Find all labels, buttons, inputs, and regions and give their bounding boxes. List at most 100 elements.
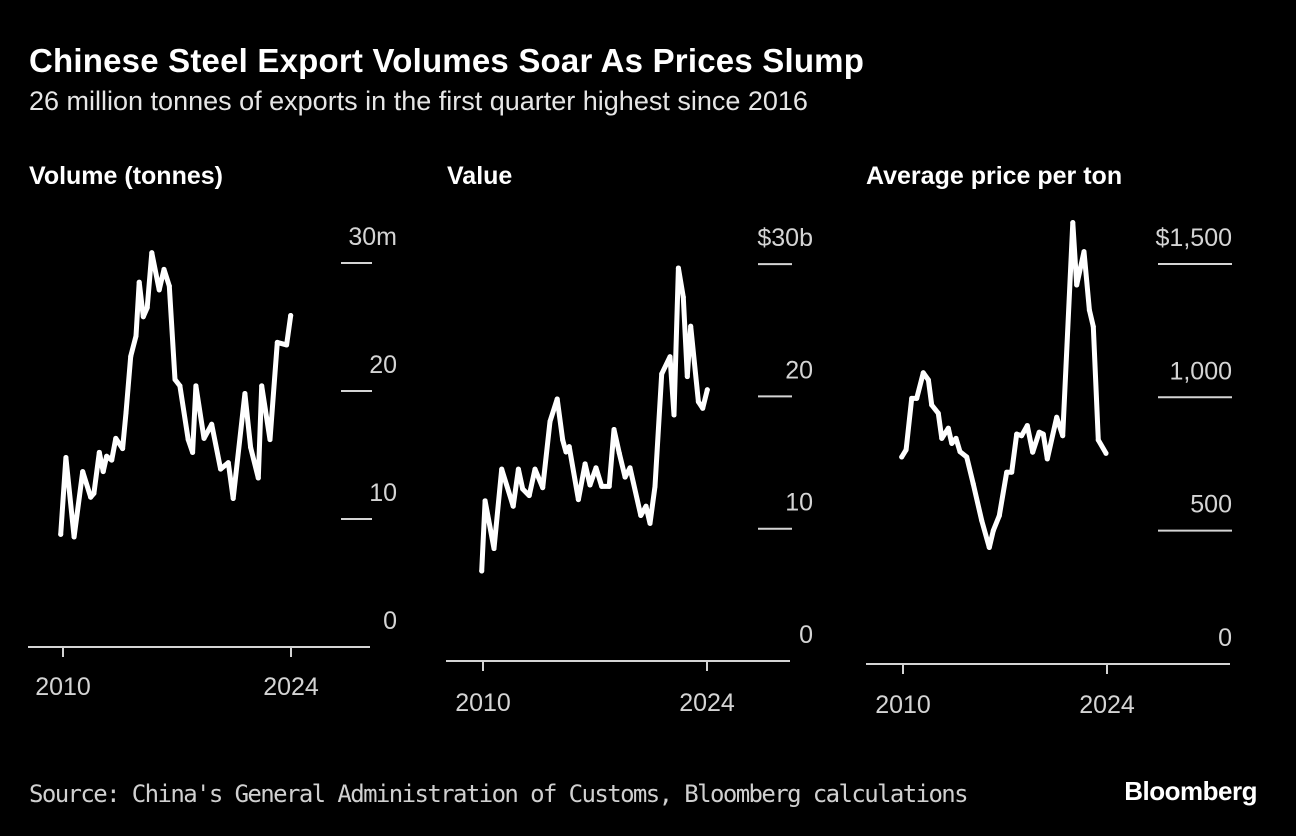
volume-data-point (100, 469, 106, 475)
price-data-point (1014, 431, 1020, 437)
price-data-point (899, 454, 905, 460)
price-data-point (935, 410, 941, 416)
price-data-point (1103, 450, 1109, 456)
volume-data-point (149, 250, 155, 256)
volume-y-tick-label: 30m (348, 223, 397, 251)
value-data-point (647, 520, 653, 526)
price-data-point (939, 435, 945, 441)
chart-subtitle: 26 million tonnes of exports in the firs… (29, 86, 808, 116)
price-x-tick-label: 2010 (875, 691, 931, 719)
volume-data-point (177, 383, 183, 389)
volume-data-point (166, 283, 172, 289)
price-data-point (925, 377, 931, 383)
volume-data-point (284, 342, 290, 348)
volume-data-point (71, 534, 77, 540)
volume-data-point (190, 449, 196, 455)
volume-data-point (185, 437, 191, 443)
price-data-point (996, 513, 1002, 519)
value-data-point (510, 503, 516, 509)
source-note: Source: China's General Administration o… (29, 780, 969, 808)
volume-data-point (288, 312, 294, 318)
volume-data-point (58, 531, 64, 537)
volume-data-point (140, 314, 146, 320)
volume-data-point (88, 494, 94, 500)
price-data-point (1054, 414, 1060, 420)
volume-y-tick-label: 20 (369, 351, 397, 379)
volume-data-point (91, 490, 97, 496)
price-y-tick-label: 0 (1218, 624, 1232, 652)
volume-data-point (172, 376, 178, 382)
value-data-point (627, 465, 633, 471)
value-data-point (622, 474, 628, 480)
price-data-point (1004, 469, 1010, 475)
volume-data-point (144, 305, 150, 311)
volume-data-point (80, 469, 86, 475)
volume-data-point (104, 453, 110, 459)
volume-data-point (120, 446, 126, 452)
price-data-point (986, 544, 992, 550)
price-data-point (1060, 433, 1066, 439)
price-data-point (979, 518, 985, 524)
value-data-point (554, 396, 560, 402)
price-series-line (899, 220, 1109, 550)
value-data-point (593, 465, 599, 471)
price-data-point (920, 370, 926, 376)
value-data-point (520, 486, 526, 492)
value-data-point (582, 461, 588, 467)
volume-data-point (230, 496, 236, 502)
volume-data-point (193, 383, 199, 389)
price-data-point (970, 481, 976, 487)
value-data-point (499, 466, 505, 472)
volume-data-point (267, 437, 273, 443)
value-data-point (479, 568, 485, 574)
value-x-tick-label: 2024 (679, 689, 735, 717)
price-data-point (1070, 220, 1076, 226)
price-data-point (953, 435, 959, 441)
price-data-point (903, 447, 909, 453)
price-x-tick-label: 2024 (1079, 691, 1135, 719)
price-data-point (909, 395, 915, 401)
price-data-point (1036, 429, 1042, 435)
value-data-point (680, 294, 686, 300)
value-y-tick-label: 20 (785, 356, 813, 384)
panel-title-price: Average price per ton (866, 162, 1123, 190)
price-data-point (1074, 282, 1080, 288)
volume-data-point (201, 435, 207, 441)
volume-data-point (242, 391, 248, 397)
volume-x-tick-label: 2024 (263, 673, 319, 701)
value-data-point (611, 426, 617, 432)
value-data-point (659, 371, 665, 377)
value-data-point (616, 450, 622, 456)
volume-series-line (58, 250, 294, 540)
volume-data-point (248, 444, 254, 450)
panel-title-volume: Volume (tonnes) (29, 162, 223, 190)
price-data-point (990, 528, 996, 534)
price-data-point (1090, 324, 1096, 330)
value-data-point (560, 437, 566, 443)
value-data-point (491, 546, 497, 552)
price-data-point (1086, 307, 1092, 313)
volume-x-tick-label: 2010 (35, 673, 91, 701)
price-data-point (957, 449, 963, 455)
price-data-point (964, 454, 970, 460)
price-data-point (914, 395, 920, 401)
value-y-tick-label: $30b (757, 224, 813, 252)
value-data-point (526, 493, 532, 499)
value-data-point (695, 399, 701, 405)
value-data-point (587, 482, 593, 488)
volume-y-tick-label: 10 (369, 479, 397, 507)
value-data-point (547, 419, 553, 425)
value-y-tick-label: 10 (785, 489, 813, 517)
value-data-point (540, 485, 546, 491)
price-data-point (1044, 456, 1050, 462)
price-data-point (945, 425, 951, 431)
volume-y-tick-label: 0 (383, 607, 397, 635)
chart-title: Chinese Steel Export Volumes Soar As Pri… (29, 42, 865, 79)
price-data-point (1009, 469, 1015, 475)
volume-data-point (123, 410, 129, 416)
volume-data-point (209, 421, 215, 427)
price-data-point (1030, 449, 1036, 455)
value-data-point (599, 483, 605, 489)
volume-data-point (133, 333, 139, 339)
